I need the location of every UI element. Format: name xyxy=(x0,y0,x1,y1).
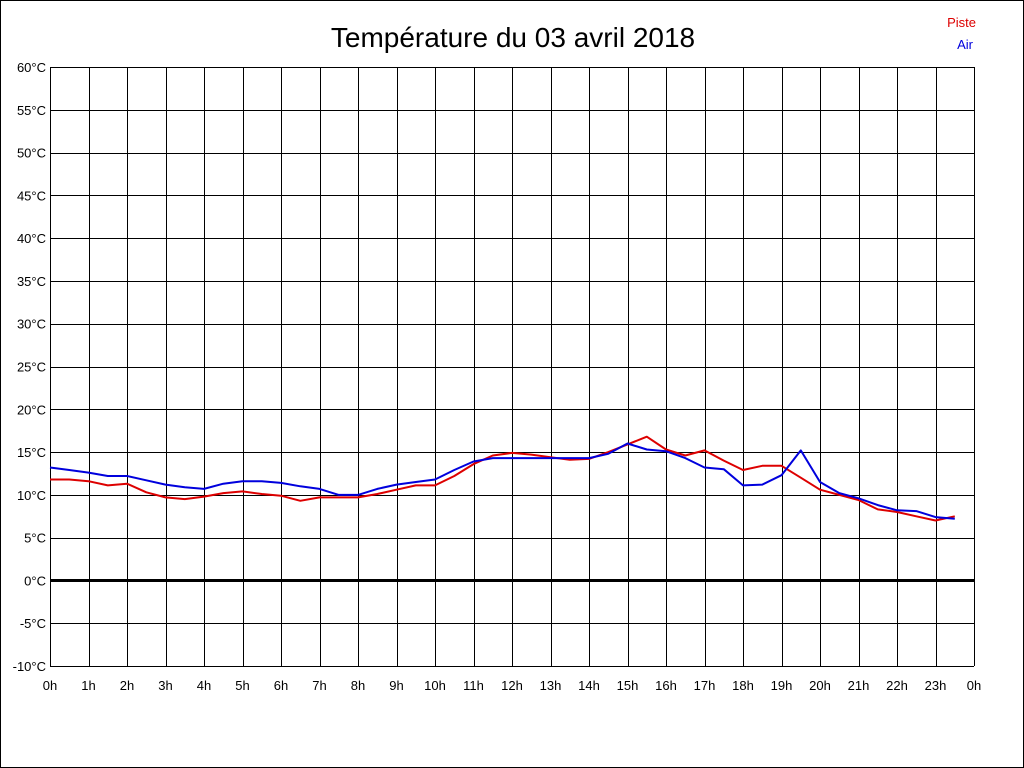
y-tick-label: 15°C xyxy=(17,445,46,460)
series-line-air xyxy=(49,442,955,520)
y-tick-label: 0°C xyxy=(24,573,46,588)
y-tick-label: 10°C xyxy=(17,488,46,503)
x-tick-label: 19h xyxy=(771,678,793,693)
y-tick-label: 35°C xyxy=(17,274,46,289)
x-tick-label: 0h xyxy=(967,678,981,693)
y-tick-label: 40°C xyxy=(17,231,46,246)
x-tick-label: 15h xyxy=(617,678,639,693)
x-tick-label: 13h xyxy=(540,678,562,693)
x-tick-label: 14h xyxy=(578,678,600,693)
x-tick-label: 6h xyxy=(274,678,288,693)
x-tick-label: 16h xyxy=(655,678,677,693)
series-line-piste xyxy=(50,435,956,522)
x-tick-label: 10h xyxy=(424,678,446,693)
x-tick-label: 18h xyxy=(732,678,754,693)
y-axis-labels: 60°C 55°C 50°C 45°C 40°C 35°C 30°C 25°C 20°C 15°C… xyxy=(13,60,46,674)
x-tick-label: 21h xyxy=(848,678,870,693)
x-axis-labels: 0h 1h 2h 3h 4h 5h 6h 7h 8h 9h 10h 11h 12h 13h 14h 15h 16… xyxy=(43,678,981,693)
y-tick-label: 20°C xyxy=(17,402,46,417)
x-tick-label: 8h xyxy=(351,678,365,693)
x-tick-label: 4h xyxy=(197,678,211,693)
x-tick-label: 20h xyxy=(809,678,831,693)
chart-title: Température du 03 avril 2018 xyxy=(331,22,695,53)
x-tick-label: 3h xyxy=(158,678,172,693)
y-tick-label: 55°C xyxy=(17,103,46,118)
x-tick-label: 17h xyxy=(694,678,716,693)
grid xyxy=(50,67,975,667)
y-tick-label: 30°C xyxy=(17,317,46,332)
x-tick-label: 0h xyxy=(43,678,57,693)
x-tick-label: 9h xyxy=(389,678,403,693)
legend-piste: Piste xyxy=(947,15,976,30)
x-tick-label: 11h xyxy=(463,678,484,693)
y-tick-label: 25°C xyxy=(17,360,46,375)
x-tick-label: 5h xyxy=(235,678,249,693)
x-tick-label: 22h xyxy=(886,678,908,693)
x-tick-label: 23h xyxy=(925,678,947,693)
y-tick-label: 45°C xyxy=(17,188,46,203)
x-tick-label: 12h xyxy=(501,678,523,693)
y-tick-label: -5°C xyxy=(20,616,46,631)
y-tick-label: -10°C xyxy=(13,659,46,674)
y-tick-label: 50°C xyxy=(17,146,46,161)
x-tick-label: 2h xyxy=(120,678,134,693)
y-tick-label: 5°C xyxy=(24,531,46,546)
y-tick-label: 60°C xyxy=(17,60,46,75)
legend-air: Air xyxy=(957,37,974,52)
series-lines xyxy=(49,435,956,522)
x-tick-label: 1h xyxy=(81,678,95,693)
x-tick-label: 7h xyxy=(312,678,326,693)
